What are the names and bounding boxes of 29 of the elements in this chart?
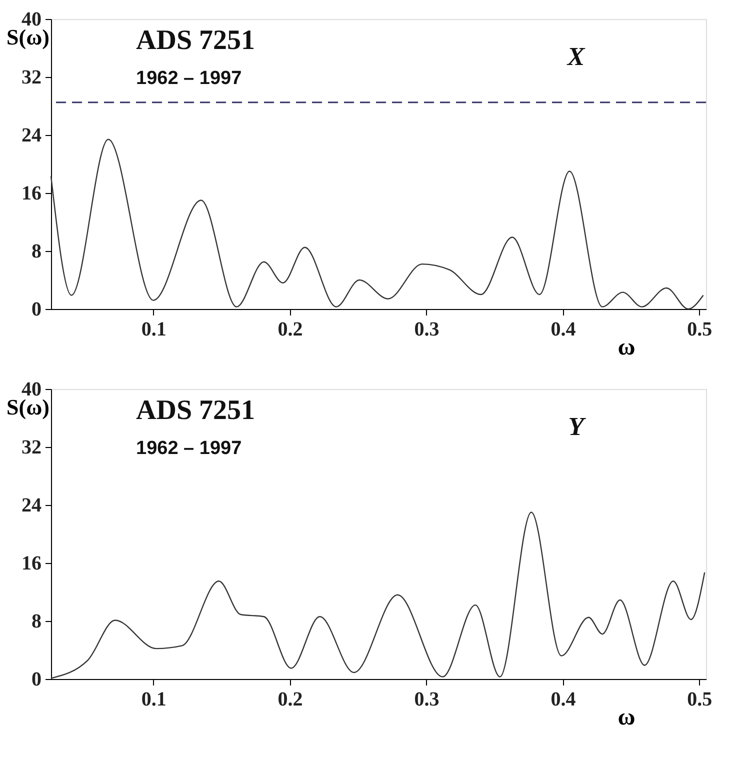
line-series — [50, 138, 704, 310]
x-tick-label: 0.2 — [278, 688, 303, 710]
y-tick-label: 24 — [22, 494, 42, 516]
x-tick-label: 0.1 — [141, 318, 166, 340]
x-tick-label: 0.1 — [141, 688, 166, 710]
x-tick-label: 0.2 — [278, 318, 303, 340]
y-tick-label: 0 — [32, 298, 42, 320]
y-tick-label: 32 — [22, 436, 42, 458]
annotation: Y — [568, 412, 586, 441]
y-tick-label: 8 — [32, 240, 42, 262]
chart-title: ADS 7251 — [136, 25, 256, 56]
x-tick-label: 0.5 — [687, 688, 712, 710]
x-tick-label: 0.3 — [414, 688, 440, 710]
x-axis-title: ω — [618, 704, 636, 730]
y-tick-label: 24 — [22, 124, 42, 146]
x-tick-label: 0.3 — [414, 318, 440, 340]
text: 1962 – 1997 — [136, 68, 242, 89]
x-tick-label: 0.4 — [550, 318, 576, 340]
text: 1962 – 1997 — [136, 438, 242, 459]
x-axis-title: ω — [618, 334, 636, 360]
x-tick-label: 0.4 — [550, 688, 576, 710]
y-tick-label: 0 — [32, 668, 42, 690]
y-tick-label: 8 — [32, 610, 42, 632]
y-tick-label: 16 — [22, 552, 42, 574]
annotation: X — [566, 42, 586, 71]
x-tick-label: 0.5 — [687, 318, 712, 340]
y-tick-label: 32 — [22, 66, 42, 88]
y-tick-label: 16 — [22, 182, 42, 204]
chart-title: ADS 7251 — [136, 395, 256, 426]
